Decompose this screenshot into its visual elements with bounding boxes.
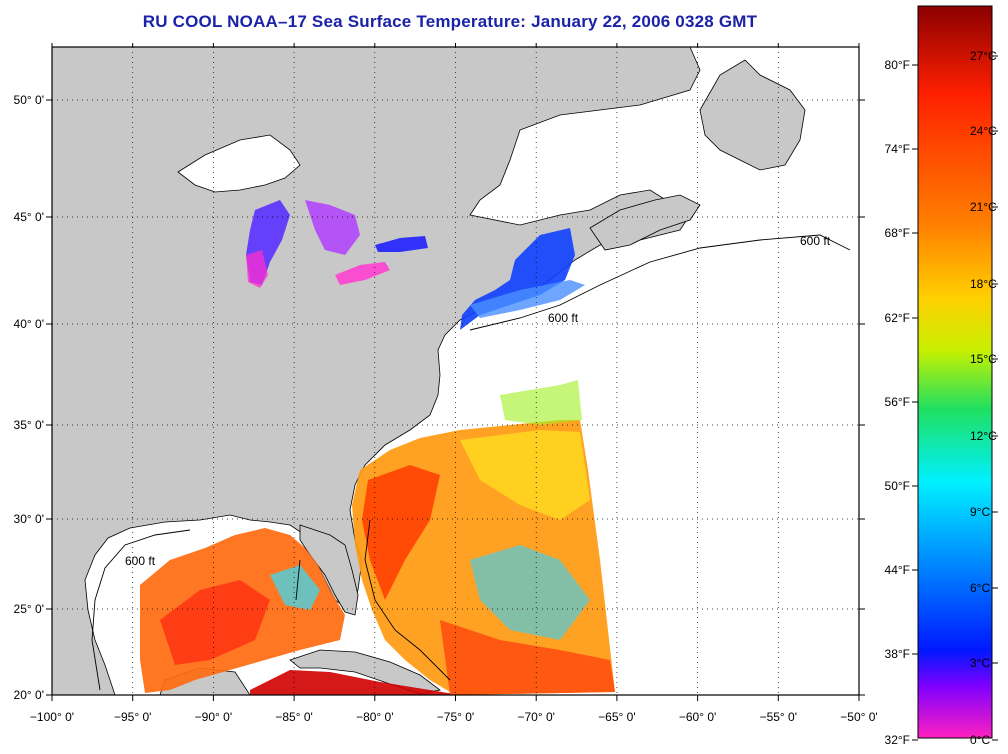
celsius-label: 27°C [970, 49, 997, 63]
contour-lines [91, 234, 851, 691]
celsius-label: 12°C [970, 429, 997, 443]
latitude-tick-label: 35° 0' [14, 418, 44, 432]
longitude-tick-label: −95° 0' [114, 710, 151, 724]
longitude-tick-label: −100° 0' [30, 710, 74, 724]
celsius-label: 6°C [970, 581, 990, 595]
sst-lake-ontario [375, 236, 428, 252]
sst-lake-erie [335, 262, 390, 285]
land-nova-scotia [589, 194, 701, 251]
fahrenheit-label: 62°F [885, 311, 910, 325]
celsius-label: 24°C [970, 124, 997, 138]
colorbar-ticks [912, 55, 998, 741]
colorbar-fahrenheit-labels: 80°F 74°F 68°F 62°F 56°F 50°F 44°F 38°F 32°F [885, 58, 910, 747]
latitude-tick-label: 20° 0' [14, 688, 44, 702]
celsius-label: 9°C [970, 505, 990, 519]
longitude-tick-label: −50° 0' [840, 710, 877, 724]
celsius-label: 0°C [970, 733, 990, 747]
fahrenheit-label: 32°F [885, 733, 910, 747]
latitude-tick-label: 40° 0' [14, 317, 44, 331]
contour-label-shelf: 600 ft [548, 311, 579, 325]
latitude-labels: 50° 0' 45° 0' 40° 0' 35° 0' 30° 0' 25° 0' 20° … [14, 93, 44, 702]
longitude-tick-label: −55° 0' [760, 710, 797, 724]
longitude-tick-label: −60° 0' [679, 710, 716, 724]
longitude-tick-label: −75° 0' [437, 710, 474, 724]
fahrenheit-label: 44°F [885, 563, 910, 577]
fahrenheit-label: 38°F [885, 647, 910, 661]
longitude-labels: −100° 0' −95° 0' −90° 0' −85° 0' −80° 0' −75°… [30, 710, 878, 724]
celsius-label: 18°C [970, 277, 997, 291]
fahrenheit-label: 68°F [885, 226, 910, 240]
latitude-tick-label: 25° 0' [14, 602, 44, 616]
fahrenheit-label: 56°F [885, 395, 910, 409]
longitude-tick-label: −90° 0' [195, 710, 232, 724]
colorbar-celsius-labels: 27°C 24°C 21°C 18°C 15°C 12°C 9°C 6°C 3°C 0°C [970, 49, 997, 747]
celsius-label: 15°C [970, 352, 997, 366]
fahrenheit-label: 80°F [885, 58, 910, 72]
fahrenheit-label: 50°F [885, 479, 910, 493]
latitude-tick-label: 30° 0' [14, 512, 44, 526]
fahrenheit-label: 74°F [885, 142, 910, 156]
contour-label-grand-banks: 600 ft [800, 234, 831, 248]
longitude-tick-label: −80° 0' [356, 710, 393, 724]
map-title: RU COOL NOAA–17 Sea Surface Temperature:… [142, 12, 758, 31]
sst-lake-huron [305, 200, 360, 255]
land-north-america [52, 47, 701, 695]
longitude-tick-label: −70° 0' [517, 710, 554, 724]
contour-label-gulf: 600 ft [125, 554, 156, 568]
celsius-label: 3°C [970, 656, 990, 670]
axis-ticks [46, 43, 865, 701]
celsius-label: 21°C [970, 200, 997, 214]
lake-superior [177, 134, 301, 193]
map-grid [52, 47, 859, 695]
latitude-tick-label: 50° 0' [14, 93, 44, 107]
latitude-tick-label: 45° 0' [14, 210, 44, 224]
land-newfoundland [699, 59, 806, 171]
longitude-tick-label: −85° 0' [275, 710, 312, 724]
longitude-tick-label: −65° 0' [598, 710, 635, 724]
colorbar [917, 5, 993, 739]
